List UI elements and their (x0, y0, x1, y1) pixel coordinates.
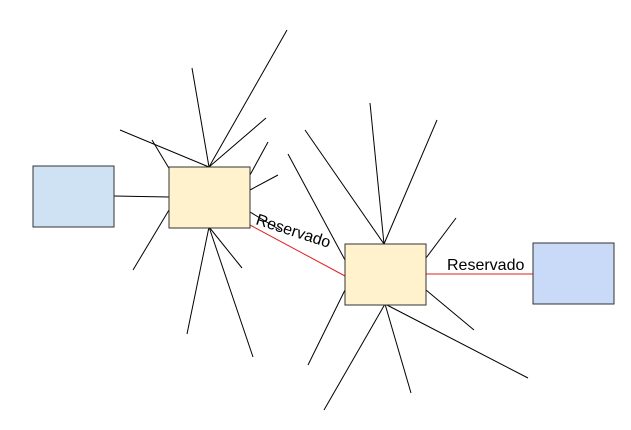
endpoint-left-box (32, 165, 115, 228)
link-label-hub1-hub2: Reservado (254, 212, 333, 252)
endpoint-right-box (532, 242, 615, 305)
link-hub1-hub2-reserved (249, 224, 346, 277)
link-label-hub2-endpoint: Reservado (447, 257, 524, 274)
hub-2-spokes (287, 102, 529, 411)
hub-1-box (168, 166, 251, 229)
link-endpoint-hub1 (113, 195, 170, 198)
hub-1-spokes (119, 29, 288, 358)
hub-2-box (344, 243, 427, 306)
